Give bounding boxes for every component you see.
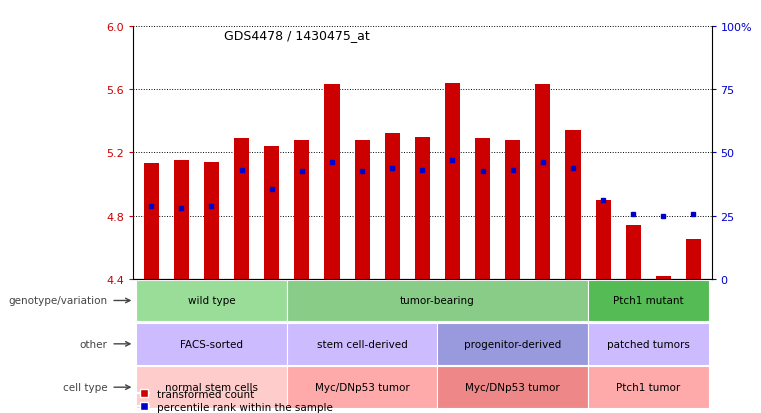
Bar: [686, 240, 701, 279]
Bar: [324, 85, 339, 279]
Text: progenitor-derived: progenitor-derived: [464, 339, 562, 349]
Bar: [656, 276, 671, 279]
Text: Ptch1 mutant: Ptch1 mutant: [613, 296, 683, 306]
Text: stem cell-derived: stem cell-derived: [317, 339, 407, 349]
Bar: [174, 161, 189, 279]
Bar: [535, 85, 550, 279]
Bar: [438, 366, 588, 408]
Bar: [438, 323, 588, 365]
Bar: [295, 140, 310, 279]
Text: wild type: wild type: [188, 296, 235, 306]
Bar: [204, 162, 219, 279]
Bar: [445, 83, 460, 279]
Bar: [234, 139, 249, 279]
Text: Ptch1 tumor: Ptch1 tumor: [616, 382, 680, 392]
Bar: [588, 366, 708, 408]
Legend: transformed count, percentile rank within the sample: transformed count, percentile rank withi…: [139, 389, 333, 412]
Text: Myc/DNp53 tumor: Myc/DNp53 tumor: [465, 382, 560, 392]
Bar: [385, 134, 400, 279]
Bar: [287, 280, 588, 321]
Text: tumor-bearing: tumor-bearing: [400, 296, 475, 306]
Bar: [144, 164, 159, 279]
Bar: [136, 366, 287, 408]
Bar: [588, 323, 708, 365]
Bar: [475, 139, 490, 279]
Bar: [355, 140, 370, 279]
Bar: [287, 366, 438, 408]
Bar: [626, 225, 641, 279]
Text: FACS-sorted: FACS-sorted: [180, 339, 243, 349]
Bar: [565, 131, 581, 279]
Text: cell type: cell type: [62, 382, 107, 392]
Text: patched tumors: patched tumors: [607, 339, 689, 349]
Bar: [264, 147, 279, 279]
Bar: [136, 323, 287, 365]
Bar: [596, 200, 610, 279]
Text: genotype/variation: genotype/variation: [8, 296, 107, 306]
Bar: [287, 323, 438, 365]
Bar: [415, 137, 430, 279]
Text: GDS4478 / 1430475_at: GDS4478 / 1430475_at: [224, 29, 371, 42]
Text: other: other: [79, 339, 107, 349]
Text: normal stem cells: normal stem cells: [165, 382, 258, 392]
Bar: [588, 280, 708, 321]
Text: Myc/DNp53 tumor: Myc/DNp53 tumor: [315, 382, 409, 392]
Bar: [505, 140, 521, 279]
Bar: [136, 280, 287, 321]
